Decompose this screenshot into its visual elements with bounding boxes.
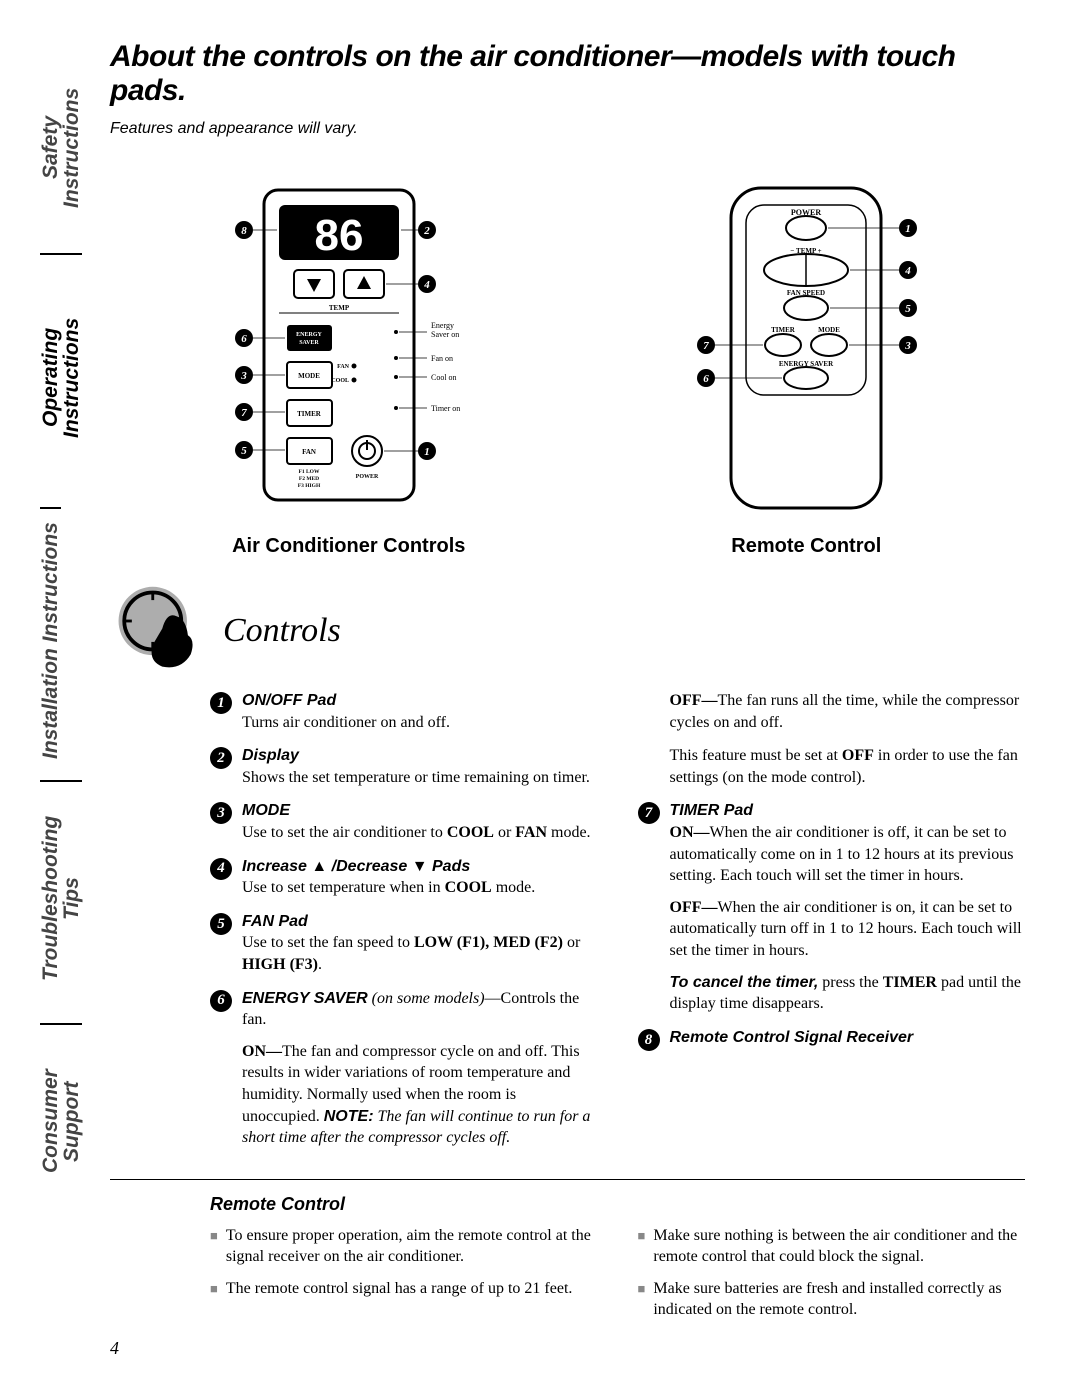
svg-text:MODE: MODE [298,372,320,380]
rc-tip: Make sure batteries are fresh and instal… [653,1278,1025,1321]
page-title: About the controls on the air conditione… [110,40,1025,108]
svg-text:Saver on: Saver on [431,330,459,339]
svg-text:− TEMP +: − TEMP + [791,247,822,255]
remote-diagram: POWER − TEMP + FAN SPEED TIMER MODE ENER [676,180,936,558]
svg-text:F2 MED: F2 MED [299,476,319,482]
callout-5: 5 [210,913,232,935]
svg-text:Energy: Energy [431,321,454,330]
remote-control-section: Remote Control ■To ensure proper operati… [110,1194,1025,1331]
bullet-icon: ■ [638,1278,646,1321]
rc-tip: Make sure nothing is between the air con… [653,1225,1025,1268]
svg-text:3: 3 [905,340,912,352]
svg-text:FAN: FAN [302,448,316,456]
hand-pointer-icon [110,583,205,678]
remote-section-title: Remote Control [210,1194,1025,1215]
tab-troubleshooting[interactable]: Troubleshooting Tips [40,780,82,1015]
controls-left-column: 1 ON/OFF PadTurns air conditioner on and… [210,690,598,1161]
bullet-icon: ■ [210,1278,218,1300]
svg-text:8: 8 [241,225,247,237]
svg-text:FAN: FAN [337,364,350,370]
svg-text:Cool on: Cool on [431,373,457,382]
svg-text:COOL: COOL [331,378,349,384]
svg-text:7: 7 [704,340,710,352]
svg-text:2: 2 [423,225,430,237]
svg-text:4: 4 [905,265,912,277]
svg-text:POWER: POWER [355,474,378,480]
callout-3: 3 [210,802,232,824]
callout-6: 6 [210,990,232,1012]
svg-text:6: 6 [241,333,247,345]
rc-tip: The remote control signal has a range of… [226,1278,573,1300]
ac-controls-diagram: 86 TEMP ENERGY SAVER MODE TIMER [199,180,499,558]
svg-text:SAVER: SAVER [299,340,319,346]
svg-text:3: 3 [240,370,247,382]
display-value: 86 [314,211,363,260]
sidebar-tabs: Safety Instructions Operating Instructio… [0,0,100,1397]
section-divider [110,1179,1025,1180]
svg-text:F3 HIGH: F3 HIGH [298,483,321,489]
bullet-icon: ■ [210,1225,218,1268]
svg-text:7: 7 [241,407,247,419]
callout-2: 2 [210,747,232,769]
ac-diagram-label: Air Conditioner Controls [199,535,499,558]
svg-text:1: 1 [906,223,912,235]
tab-installation[interactable]: Installation Instructions [40,507,61,772]
svg-text:1: 1 [424,446,430,458]
tab-operating[interactable]: Operating Instructions [40,253,82,500]
page-number: 4 [110,1338,119,1359]
rc-tip: To ensure proper operation, aim the remo… [226,1225,598,1268]
svg-text:F1 LOW: F1 LOW [298,469,319,475]
tab-safety[interactable]: Safety Instructions [40,50,82,245]
controls-heading: Controls [223,612,341,650]
callout-8: 8 [638,1029,660,1051]
callout-7: 7 [638,802,660,824]
svg-text:POWER: POWER [791,208,821,217]
svg-text:TIMER: TIMER [297,410,322,418]
svg-text:ENERGY SAVER: ENERGY SAVER [779,360,834,368]
remote-diagram-label: Remote Control [676,535,936,558]
svg-text:MODE: MODE [818,326,840,334]
svg-text:Fan on: Fan on [431,354,453,363]
svg-text:4: 4 [423,279,430,291]
svg-text:6: 6 [704,373,710,385]
subtitle: Features and appearance will vary. [110,120,1025,138]
svg-text:ENERGY: ENERGY [296,332,322,338]
svg-text:TIMER: TIMER [771,326,796,334]
callout-4: 4 [210,858,232,880]
svg-text:5: 5 [241,445,247,457]
bullet-icon: ■ [638,1225,646,1268]
controls-right-column: OFF—The fan runs all the time, while the… [638,690,1026,1161]
callout-1: 1 [210,692,232,714]
svg-text:TEMP: TEMP [329,304,350,312]
svg-text:Timer on: Timer on [431,404,460,413]
svg-text:FAN SPEED: FAN SPEED [787,289,825,297]
svg-text:5: 5 [906,303,912,315]
tab-support[interactable]: Consumer Support [40,1023,82,1218]
